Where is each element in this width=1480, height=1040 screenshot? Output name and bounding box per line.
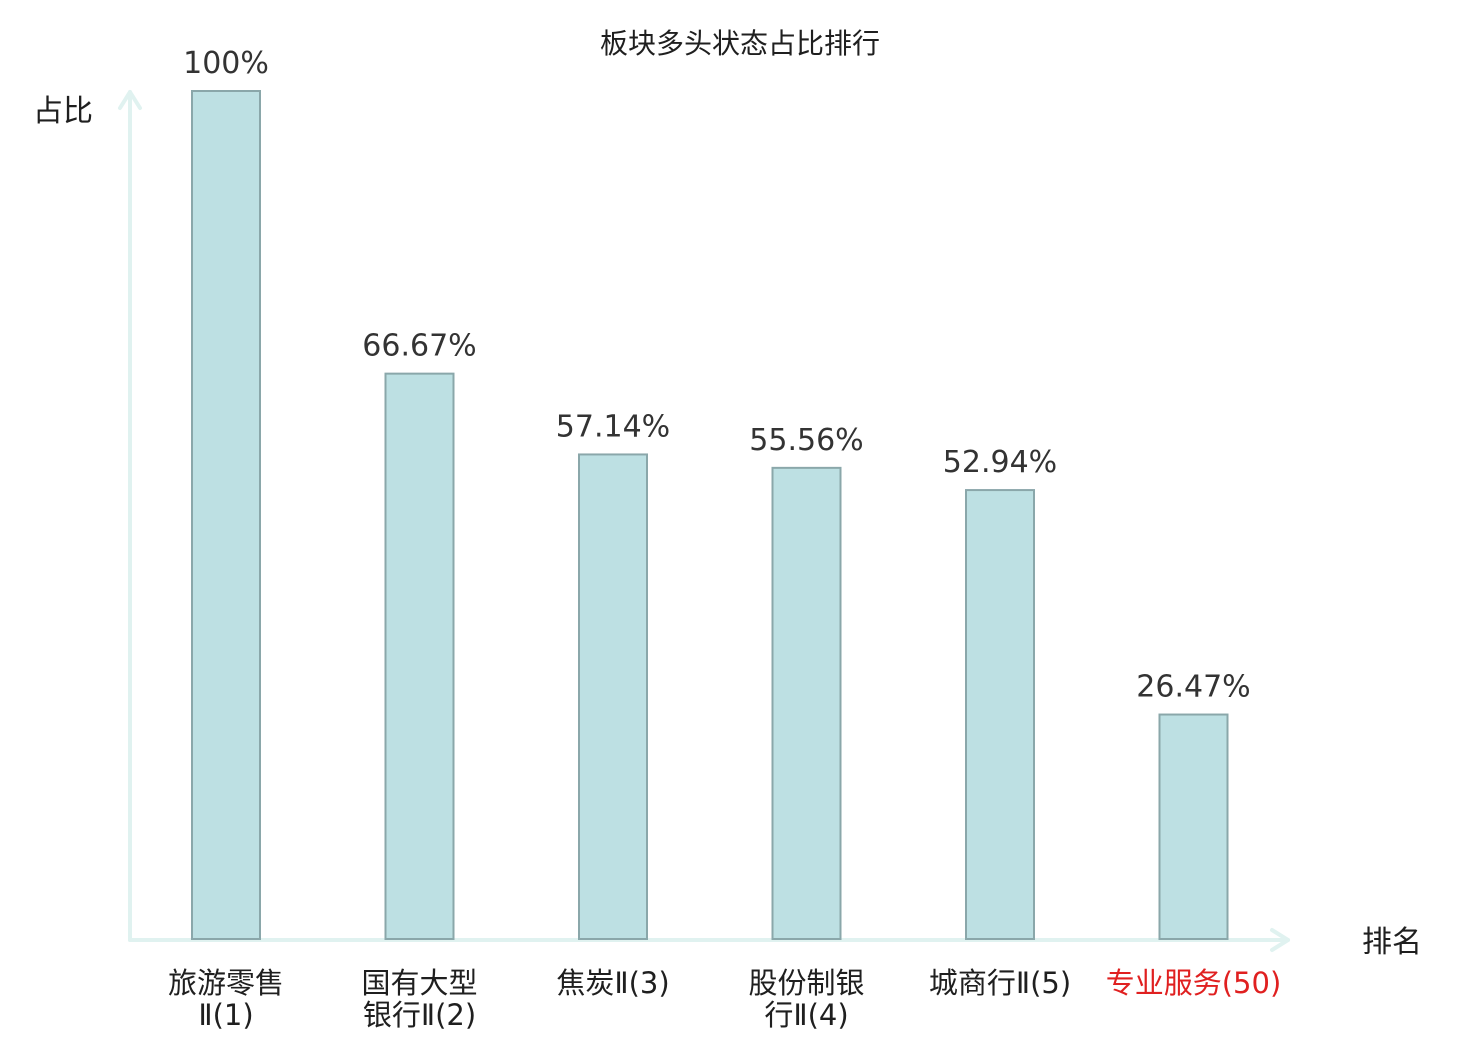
category-label: 银行Ⅱ(2) xyxy=(363,998,476,1032)
value-label: 26.47% xyxy=(1136,670,1250,705)
category-label: Ⅱ(1) xyxy=(198,998,253,1032)
x-axis-label: 排名 xyxy=(1362,925,1422,960)
x-axis xyxy=(128,928,1290,952)
bar xyxy=(1158,713,1229,941)
category-label: 城商行Ⅱ(5) xyxy=(929,966,1071,1000)
value-label: 55.56% xyxy=(749,423,863,458)
bar xyxy=(191,90,261,940)
category-label: 国有大型 xyxy=(361,966,477,1000)
bar xyxy=(384,372,455,940)
y-axis xyxy=(118,90,142,942)
category-label: 旅游零售 xyxy=(168,966,284,1000)
bar xyxy=(771,466,842,940)
bar xyxy=(578,453,648,940)
category-label: 专业服务(50) xyxy=(1106,966,1282,1000)
category-label: 行Ⅱ(4) xyxy=(764,998,848,1032)
value-label: 52.94% xyxy=(943,445,1057,480)
value-labels-group: 100% 66.67% 57.14% 55.56% 52.94% 26.47% xyxy=(183,46,1251,705)
bar xyxy=(965,489,1035,940)
category-label: 股份制银 xyxy=(748,966,864,1000)
bars-group xyxy=(191,90,1229,941)
value-label: 66.67% xyxy=(362,329,476,364)
y-axis-label: 占比 xyxy=(33,94,93,129)
value-label: 100% xyxy=(183,46,269,81)
chart-title: 板块多头状态占比排行 xyxy=(600,27,880,60)
category-label: 焦炭Ⅱ(3) xyxy=(556,966,669,1000)
value-label: 57.14% xyxy=(556,409,670,444)
